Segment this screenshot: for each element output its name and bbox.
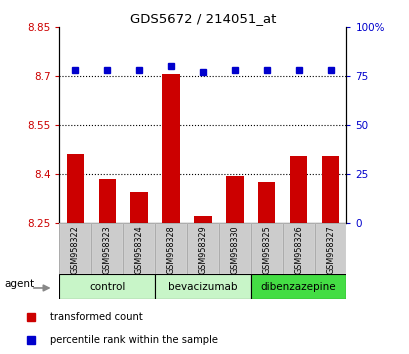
Bar: [257, 182, 275, 223]
Text: percentile rank within the sample: percentile rank within the sample: [50, 335, 218, 346]
Text: GSM958322: GSM958322: [71, 225, 80, 274]
Bar: [155, 223, 187, 274]
Bar: [321, 156, 338, 223]
Bar: [91, 223, 123, 274]
Bar: [59, 274, 155, 299]
Bar: [91, 223, 123, 274]
Bar: [282, 223, 314, 274]
Bar: [162, 74, 180, 223]
Bar: [250, 274, 346, 299]
Bar: [218, 223, 250, 274]
Bar: [194, 217, 211, 223]
Bar: [282, 223, 314, 274]
Text: GSM958330: GSM958330: [230, 225, 239, 274]
Bar: [123, 223, 155, 274]
Bar: [225, 176, 243, 223]
Bar: [130, 192, 148, 223]
Bar: [218, 223, 250, 274]
Text: GSM958328: GSM958328: [166, 225, 175, 274]
Title: GDS5672 / 214051_at: GDS5672 / 214051_at: [129, 12, 276, 25]
Bar: [98, 179, 116, 223]
Bar: [66, 154, 84, 223]
Bar: [187, 223, 218, 274]
Text: control: control: [89, 282, 125, 292]
Text: GSM958329: GSM958329: [198, 225, 207, 274]
Bar: [155, 223, 187, 274]
Text: agent: agent: [5, 279, 35, 289]
Text: GSM958324: GSM958324: [134, 225, 143, 274]
Text: bevacizumab: bevacizumab: [168, 282, 237, 292]
Bar: [123, 223, 155, 274]
Text: GSM958325: GSM958325: [262, 225, 271, 274]
Bar: [314, 223, 346, 274]
Text: GSM958326: GSM958326: [293, 225, 302, 274]
Bar: [250, 223, 282, 274]
Bar: [289, 156, 307, 223]
Bar: [155, 274, 250, 299]
Bar: [187, 223, 218, 274]
Bar: [250, 223, 282, 274]
Text: transformed count: transformed count: [50, 312, 143, 322]
Text: GSM958323: GSM958323: [103, 225, 112, 274]
Bar: [314, 223, 346, 274]
Text: GSM958327: GSM958327: [325, 225, 334, 274]
Bar: [59, 223, 91, 274]
Bar: [59, 223, 91, 274]
Text: dibenzazepine: dibenzazepine: [260, 282, 336, 292]
